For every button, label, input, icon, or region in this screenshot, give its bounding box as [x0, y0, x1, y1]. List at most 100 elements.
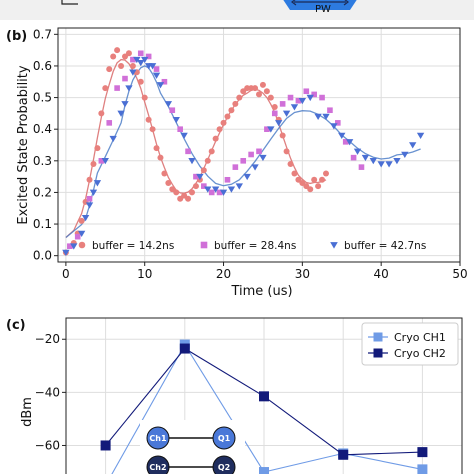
data-point-series-3: [85, 202, 94, 209]
data-point-series-3: [101, 158, 109, 165]
data-point-series-3: [172, 116, 180, 124]
data-point-series-3: [338, 132, 346, 140]
data-point-series-2: [208, 189, 215, 196]
data-point-series-3: [93, 180, 102, 187]
data-point-series-3: [77, 230, 86, 238]
data-point-series-3: [125, 85, 133, 92]
y-tick-label: 0.5: [33, 91, 52, 105]
panel-b-x-axis-label: Time (us): [230, 284, 292, 299]
data-point-series-2: [303, 88, 310, 95]
data-point-series-3: [290, 104, 299, 111]
data-point-series-1: [90, 160, 97, 167]
data-point-series-3: [152, 72, 161, 79]
legend-label-2: buffer = 28.4ns: [214, 240, 296, 252]
data-point-series-2: [256, 148, 262, 155]
node-label-q2: Q2: [218, 463, 230, 472]
series-marker-2: [179, 343, 190, 354]
data-point-series-2: [295, 97, 302, 104]
legend-label-1: buffer = 14.2ns: [92, 240, 174, 252]
data-point-series-2: [350, 154, 357, 161]
data-point-series-1: [279, 132, 286, 139]
data-point-series-2: [342, 139, 349, 145]
data-point-series-2: [232, 164, 239, 170]
data-point-series-3: [235, 183, 243, 190]
data-point-series-3: [259, 154, 267, 162]
panel-c-legend: Cryo CH1 Cryo CH2: [361, 322, 459, 366]
data-point-series-1: [157, 154, 164, 161]
data-point-series-1: [114, 47, 121, 54]
series-marker-1: [259, 467, 269, 474]
data-point-series-1: [204, 157, 211, 164]
x-tick-label: 50: [452, 267, 467, 281]
data-point-series-3: [416, 132, 425, 140]
data-point-series-3: [211, 186, 220, 193]
panel-c-y-ticks: −20 −40 −60: [35, 332, 66, 452]
data-point-series-3: [275, 120, 283, 127]
node-circle-q2: [212, 455, 236, 474]
data-point-series-3: [109, 135, 117, 143]
data-point-series-3: [353, 148, 362, 155]
data-point-series-2: [271, 110, 278, 117]
data-point-series-3: [204, 186, 212, 193]
panel-b-y-ticks: 0.0 0.1 0.2 0.3 0.4 0.5 0.6 0.7: [33, 27, 58, 263]
panel-b: (b) 0 10 20 30 40 50 0.0 0.1 0.2 0.3 0.4 0.5 0.6 0.7…: [6, 27, 468, 299]
data-point-series-3: [243, 173, 251, 181]
y-tick-label: 0.7: [33, 27, 52, 41]
data-point-series-3: [377, 161, 385, 168]
data-point-series-1: [236, 94, 243, 101]
panel-c-label: (c): [6, 318, 26, 333]
data-point-series-1: [271, 104, 278, 111]
data-point-series-1: [259, 81, 266, 88]
data-point-series-3: [345, 139, 354, 146]
panel-c-y-axis-label: dBm: [20, 397, 35, 427]
data-point-series-1: [319, 176, 326, 183]
data-point-series-3: [188, 158, 196, 165]
legend-marker-2: [373, 348, 383, 358]
data-point-series-3: [148, 63, 157, 70]
series-marker-1: [417, 464, 428, 474]
data-point-series-1: [145, 116, 152, 123]
y-tick-label: 0.1: [33, 217, 52, 231]
data-point-series-1: [224, 113, 231, 120]
data-point-series-2: [153, 66, 160, 72]
data-point-series-1: [216, 126, 223, 133]
data-point-series-1: [228, 107, 235, 114]
data-point-series-1: [283, 148, 290, 155]
data-point-series-2: [264, 126, 270, 132]
data-point-series-1: [86, 176, 93, 183]
data-point-series-2: [287, 94, 294, 101]
data-point-series-3: [121, 101, 129, 108]
y-tick-label: 0.3: [33, 154, 52, 168]
qubit-channel-diagram: Ch1 Q1 Ch2 Q2: [140, 420, 245, 474]
data-point-series-1: [291, 170, 298, 177]
data-point-series-2: [216, 189, 223, 196]
data-point-series-3: [385, 161, 393, 168]
data-point-series-3: [361, 154, 370, 162]
data-point-series-1: [212, 135, 219, 142]
panel-a-strip: PW: [0, 0, 474, 20]
y-tick-label: −60: [35, 438, 60, 452]
data-point-series-2: [106, 120, 113, 126]
series-marker-2: [259, 391, 269, 402]
data-point-series-1: [252, 85, 259, 92]
node-circle-ch1: [146, 426, 170, 450]
fit-curve-buffer-42-7ns: [65, 65, 421, 239]
data-point-series-1: [311, 176, 318, 183]
data-point-series-3: [306, 94, 314, 102]
panel-b-grid: [58, 28, 461, 262]
y-tick-label: −20: [35, 332, 60, 346]
data-point-series-2: [161, 78, 168, 85]
data-point-series-1: [78, 217, 85, 224]
data-point-series-2: [122, 75, 128, 82]
x-tick-label: 10: [137, 267, 152, 281]
series-marker-2: [417, 447, 428, 458]
data-point-series-3: [282, 110, 291, 117]
panel-b-x-ticks: 0 10 20 30 40 50: [62, 262, 468, 281]
legend-label-2: Cryo CH2: [394, 347, 446, 360]
data-point-series-2: [327, 107, 333, 114]
data-point-series-2: [145, 53, 152, 60]
panel-c: (c) −20 −40 −60 dBm Cryo CH1 Cryo CH2 Ch1 Q1…: [6, 317, 463, 474]
data-point-series-3: [314, 113, 322, 121]
data-point-series-1: [94, 145, 101, 152]
data-point-series-2: [130, 56, 136, 63]
